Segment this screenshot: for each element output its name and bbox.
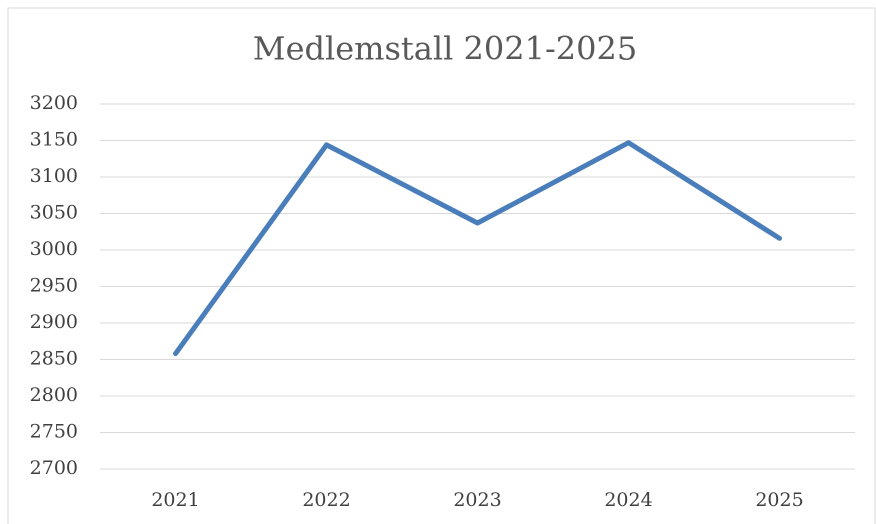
x-tick-label: 2025 (755, 489, 803, 511)
y-tick-label: 3050 (30, 202, 78, 224)
x-tick-label: 2023 (453, 489, 501, 511)
y-tick-label: 3000 (30, 238, 78, 260)
y-tick-label: 2950 (30, 275, 78, 297)
y-tick-label: 3150 (30, 129, 78, 151)
y-tick-label: 2900 (30, 311, 78, 333)
x-tick-label: 2022 (302, 489, 350, 511)
y-tick-label: 2850 (30, 348, 78, 370)
y-tick-label: 3100 (30, 165, 78, 187)
data-line (173, 140, 782, 357)
y-tick-label: 2700 (30, 457, 78, 479)
y-tick-label: 2800 (30, 384, 78, 406)
x-tick-label: 2021 (151, 489, 199, 511)
y-tick-label: 2750 (30, 421, 78, 443)
chart-title: Medlemstall 2021-2025 (253, 30, 637, 68)
chart-frame (7, 7, 876, 524)
y-tick-label: 3200 (30, 92, 78, 114)
x-tick-label: 2024 (604, 489, 652, 511)
